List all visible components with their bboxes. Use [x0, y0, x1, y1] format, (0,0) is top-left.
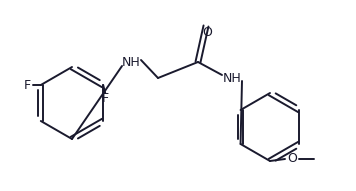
Text: O: O	[287, 152, 297, 165]
Text: O: O	[202, 26, 212, 39]
Text: NH: NH	[122, 56, 140, 69]
Text: F: F	[101, 92, 109, 105]
Text: F: F	[23, 79, 30, 91]
Text: NH: NH	[222, 71, 241, 84]
